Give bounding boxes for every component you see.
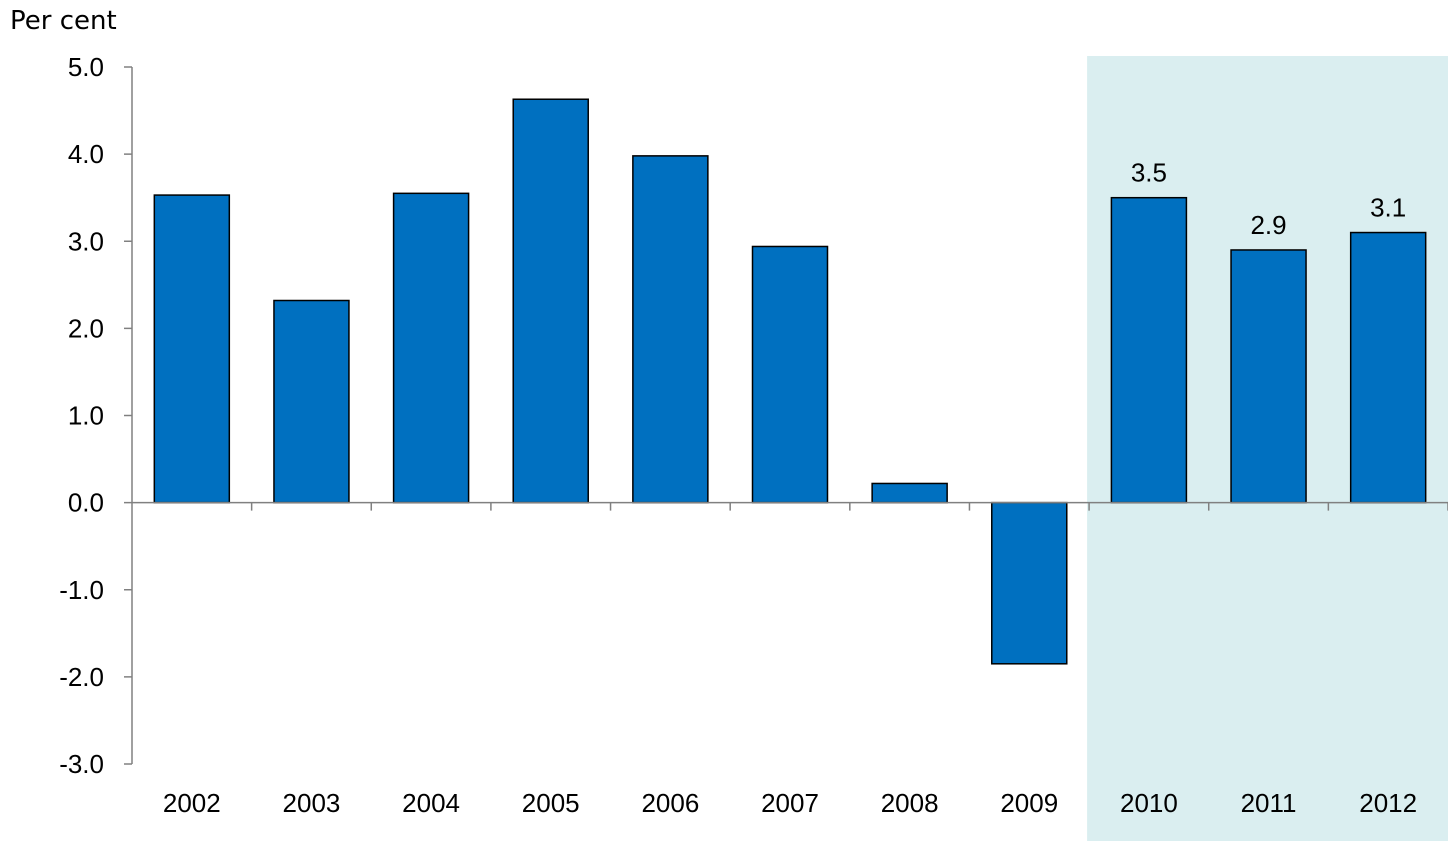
bar-2003 — [273, 299, 350, 504]
y-tick-label: -3.0 — [59, 749, 104, 779]
x-tick-label: 2004 — [402, 788, 460, 818]
bar-2004 — [392, 192, 470, 504]
y-tick-label: 1.0 — [68, 401, 104, 431]
x-tick-label: 2011 — [1241, 788, 1297, 818]
data-label-2012: 3.1 — [1370, 193, 1406, 223]
x-tick-label: 2008 — [881, 788, 939, 818]
x-tick-label: 2009 — [1000, 788, 1058, 818]
bar-2012 — [1349, 231, 1427, 504]
y-tick-label: -2.0 — [59, 662, 104, 692]
bar-2006 — [632, 155, 709, 504]
bar-2002 — [153, 194, 231, 504]
y-tick-label: 3.0 — [68, 226, 104, 256]
data-label-2010: 3.5 — [1131, 158, 1167, 188]
bar-2005 — [512, 98, 589, 504]
bar-2010 — [1110, 196, 1188, 504]
bar-2007 — [751, 245, 829, 504]
x-tick-label: 2012 — [1359, 788, 1417, 818]
x-tick-label: 2005 — [522, 788, 580, 818]
x-tick-label: 2010 — [1120, 788, 1178, 818]
x-tick-label: 2003 — [283, 788, 341, 818]
data-label-2011: 2.9 — [1250, 210, 1286, 240]
x-tick-label: 2007 — [761, 788, 819, 818]
y-tick-label: 2.0 — [68, 313, 104, 343]
y-axis-unit-label: Per cent — [10, 6, 117, 36]
y-tick-label: 0.0 — [68, 488, 104, 518]
y-tick-label: 4.0 — [68, 139, 104, 169]
y-tick-label: -1.0 — [59, 575, 104, 605]
x-tick-label: 2002 — [163, 788, 221, 818]
y-tick-label: 5.0 — [68, 52, 104, 82]
bar-2009 — [991, 501, 1068, 665]
bar-2011 — [1230, 249, 1307, 504]
bar-2008 — [871, 482, 948, 504]
x-tick-label: 2006 — [641, 788, 699, 818]
